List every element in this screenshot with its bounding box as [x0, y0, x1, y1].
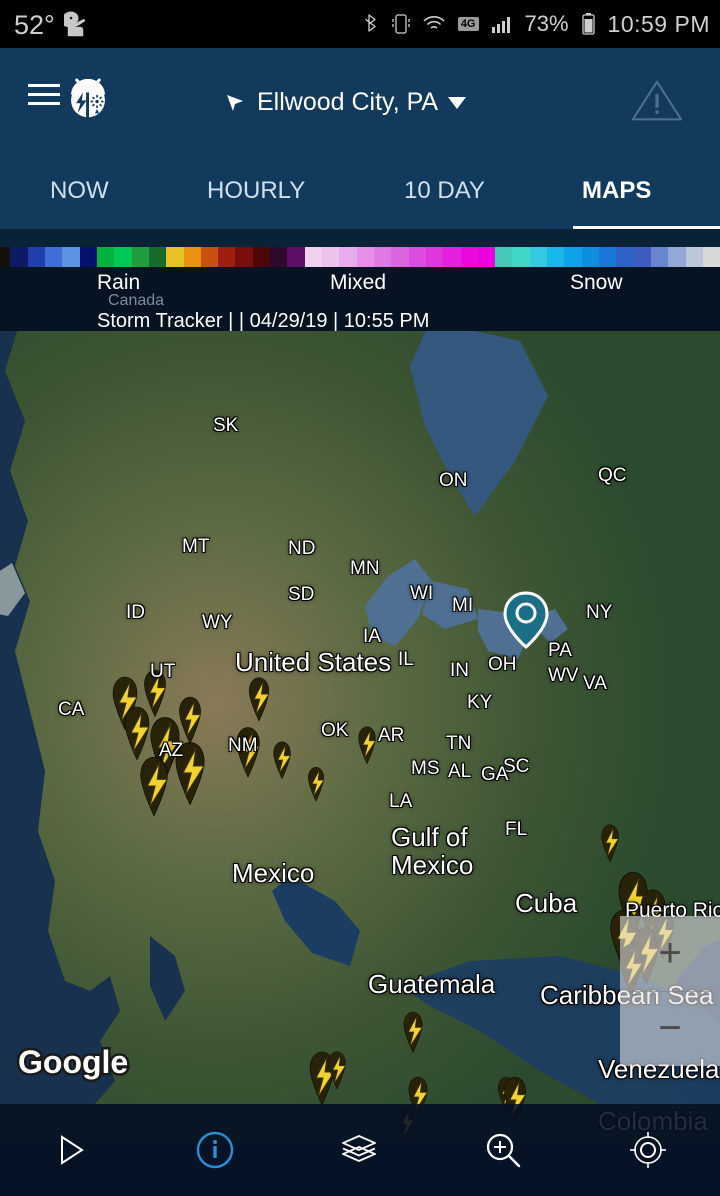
svg-text:Google: Google: [18, 1044, 128, 1080]
